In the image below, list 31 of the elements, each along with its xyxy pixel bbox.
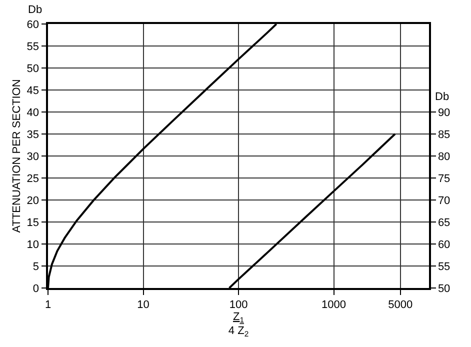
y-tick-label: 25 (26, 172, 40, 185)
y-tick-label: 5 (32, 260, 40, 273)
y2-tick-label: 90 (438, 106, 450, 119)
y-axis-title: ATTENUATION PER SECTION (10, 79, 23, 233)
y2-tick-label: 50 (438, 282, 450, 295)
y-tick-label: 55 (26, 40, 40, 53)
y2-axis-title: Db (435, 91, 450, 103)
y-tick-label: 40 (26, 106, 40, 119)
y-tick-label: 30 (26, 150, 40, 163)
y-tick-label: 10 (26, 238, 40, 251)
y2-tick-label: 85 (438, 128, 450, 141)
y-tick-label: 15 (26, 216, 40, 229)
x-tick-label: 5000 (388, 298, 413, 311)
y2-tick-label: 75 (438, 172, 450, 185)
x-tick-label: 1000 (322, 298, 346, 311)
y2-tick-label: 70 (438, 194, 450, 207)
x-tick-label: 100 (229, 298, 248, 311)
y2-tick-label: 80 (438, 150, 450, 163)
y2-tick-label: 60 (438, 238, 450, 251)
y-tick-label: 0 (32, 282, 40, 295)
y-tick-label: 60 (26, 18, 40, 31)
y-tick-label: 45 (26, 84, 40, 97)
y-tick-label: 20 (26, 194, 40, 207)
x-axis-title: Z$_{1}$ 4 Z$_{2}$ (228, 310, 249, 339)
y-tick-label: 50 (26, 62, 40, 75)
y2-tick-label: 65 (438, 216, 450, 229)
y2-tick-label: 55 (438, 260, 450, 273)
text: Db (28, 4, 42, 16)
x-tick-label: 10 (137, 298, 150, 311)
x-tick-label: 1 (44, 298, 52, 311)
y-tick-label: 35 (26, 128, 40, 141)
